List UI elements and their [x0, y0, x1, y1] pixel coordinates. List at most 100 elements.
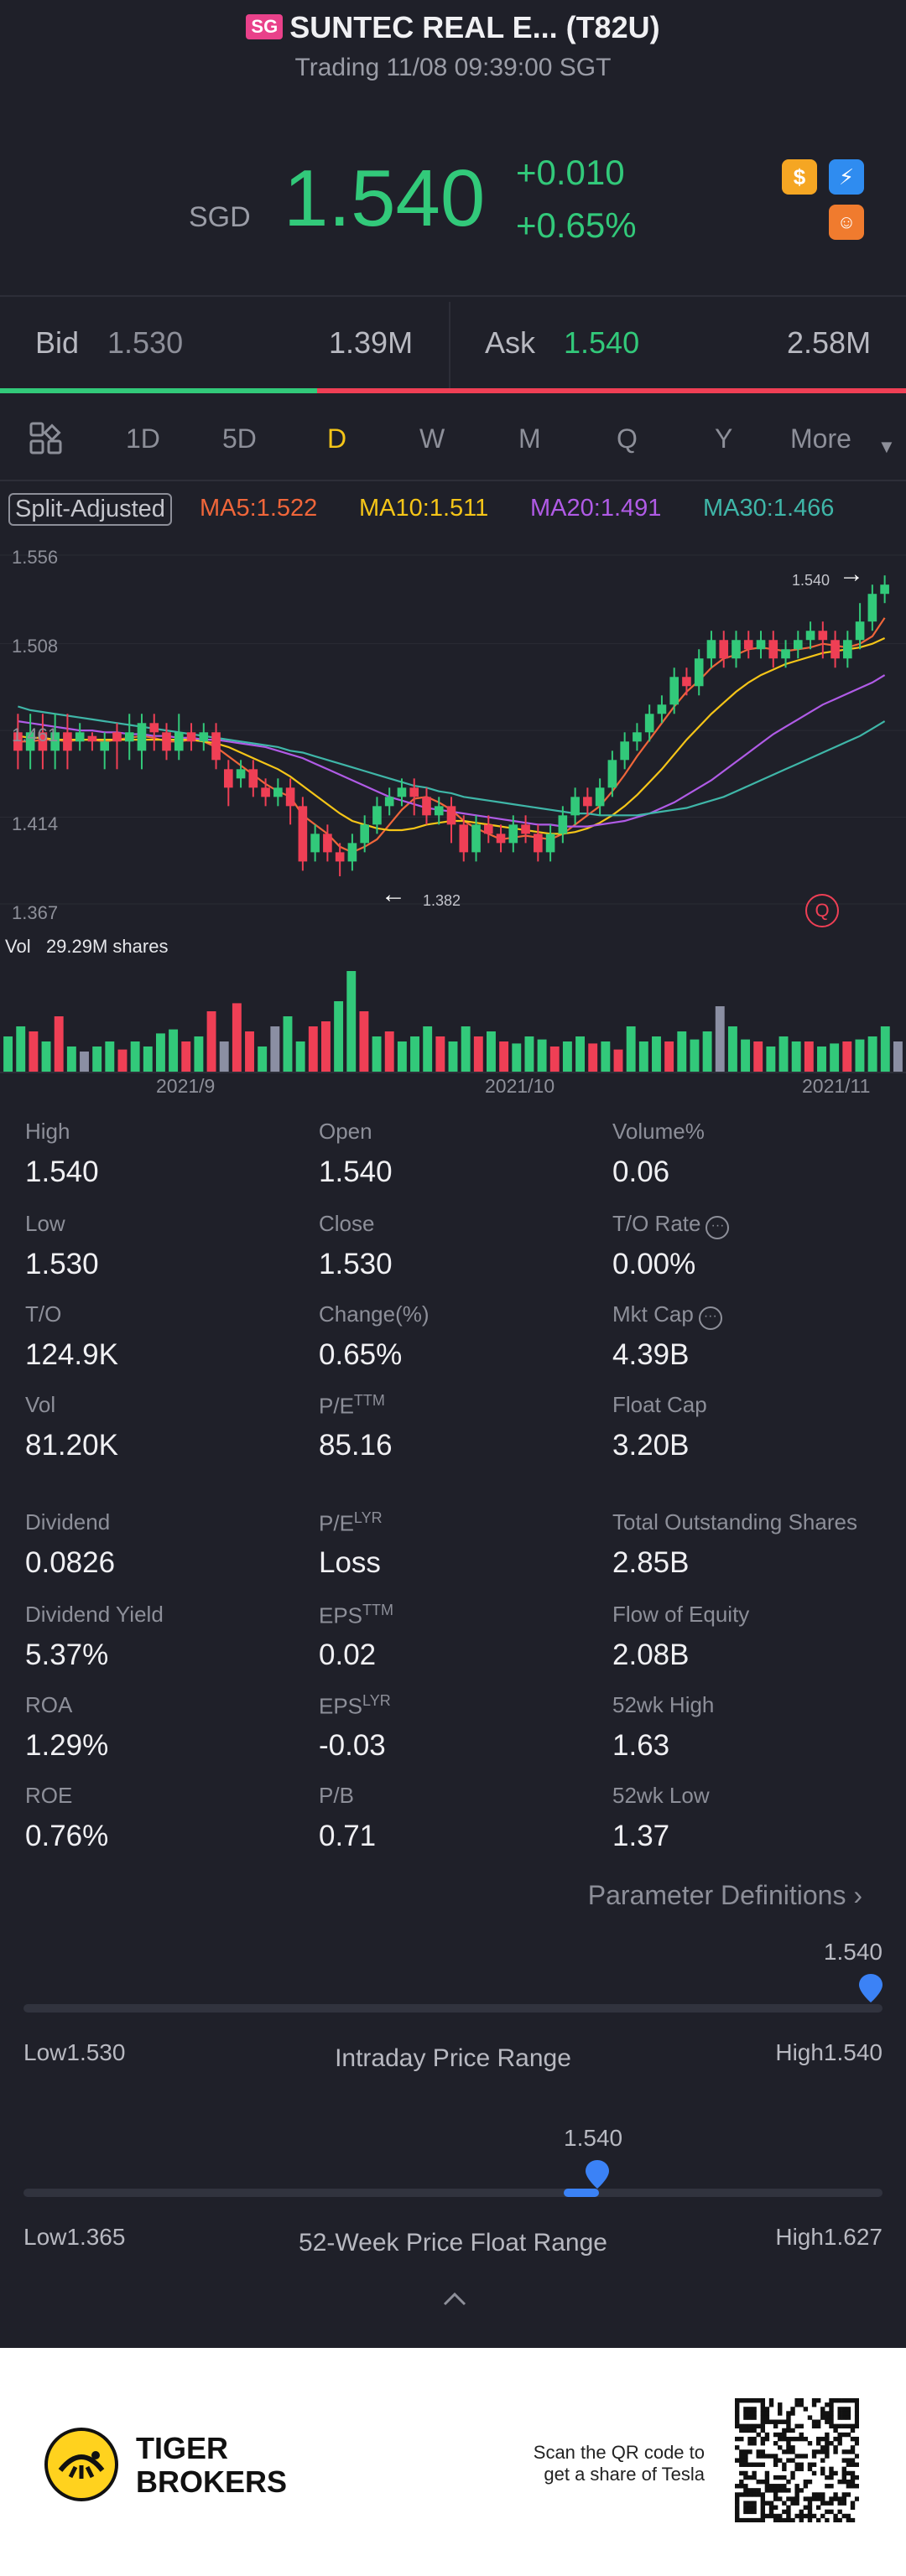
candle — [236, 760, 246, 788]
qr-module — [837, 2441, 842, 2446]
candlestick-chart[interactable] — [0, 537, 906, 922]
tab-m[interactable]: M — [518, 423, 541, 454]
qr-module — [794, 2423, 799, 2429]
stat-label-text: P/E — [319, 1510, 354, 1536]
layout-grid-icon[interactable] — [29, 421, 64, 456]
qr-module — [735, 2445, 740, 2450]
candle — [38, 714, 48, 770]
bid-price: 1.530 — [107, 325, 184, 360]
stock-title: SG SUNTEC REAL E... (T82U) — [0, 10, 906, 45]
candle-body — [100, 741, 110, 751]
qr-module — [846, 2432, 851, 2438]
qr-module — [803, 2407, 809, 2412]
qr-module — [841, 2496, 846, 2501]
volume-bar — [855, 1039, 865, 1072]
tab-1d[interactable]: 1D — [126, 423, 160, 454]
stock-name: SUNTEC REAL E... (T82U) — [289, 10, 660, 44]
qr-module — [811, 2462, 817, 2467]
stat-value-float-cap: 3.20B — [612, 1429, 690, 1462]
stat-label-p-e-lyr: P/ELYR — [319, 1509, 383, 1537]
qr-module — [829, 2441, 834, 2446]
qr-module — [739, 2462, 744, 2467]
ask-ratio-bar — [317, 388, 906, 393]
qr-module — [811, 2423, 817, 2429]
volume-bar — [626, 1026, 636, 1072]
stat-label-t-o: T/O — [25, 1301, 61, 1327]
qr-module — [825, 2441, 830, 2446]
qr-module — [782, 2501, 787, 2506]
parameter-definitions-link[interactable]: Parameter Definitions › — [588, 1880, 862, 1911]
qr-module — [850, 2458, 856, 2463]
stat-label-roa: ROA — [25, 1692, 72, 1718]
qr-module — [799, 2432, 804, 2438]
candle — [719, 631, 729, 668]
stat-value-mkt-cap: 4.39B — [612, 1338, 690, 1371]
vol-title: Vol — [5, 936, 31, 957]
qr-module — [854, 2398, 859, 2403]
volume-bar — [652, 1036, 661, 1072]
scan-line-2: get a share of Tesla — [544, 2464, 705, 2485]
qr-module — [837, 2398, 842, 2403]
volume-bar — [346, 971, 357, 1072]
qr-module — [837, 2496, 842, 2501]
candle — [100, 732, 110, 770]
q-marker-icon[interactable]: Q — [805, 894, 839, 927]
collapse-chevron-up-icon[interactable] — [443, 2291, 466, 2310]
tab-d[interactable]: D — [327, 423, 347, 454]
qr-module — [820, 2407, 825, 2412]
volume-bar — [105, 1041, 115, 1072]
qr-module — [829, 2470, 834, 2476]
volume-bar — [487, 1031, 496, 1072]
qr-module — [790, 2407, 795, 2412]
qr-module — [807, 2517, 813, 2522]
qr-module — [820, 2415, 825, 2420]
qr-module — [803, 2436, 809, 2442]
qr-module — [747, 2407, 752, 2412]
stat-value-close: 1.530 — [319, 1248, 393, 1280]
candle — [867, 584, 877, 631]
stat-label-mkt-cap: Mkt Cap ··· — [612, 1301, 722, 1330]
info-icon[interactable]: ··· — [698, 1306, 722, 1330]
qr-module — [811, 2496, 817, 2501]
split-adjusted-toggle[interactable]: Split-Adjusted — [8, 493, 172, 526]
ma5-label: MA5:1.522 — [200, 495, 318, 522]
qr-module — [815, 2419, 821, 2424]
qr-module — [854, 2419, 859, 2424]
dollar-icon[interactable]: $ — [782, 159, 817, 195]
chevron-down-icon[interactable]: ▼ — [877, 436, 896, 457]
qr-module — [825, 2454, 830, 2459]
chat-icon[interactable]: ☺ — [829, 205, 864, 240]
qr-module — [850, 2428, 856, 2433]
tab-y[interactable]: Y — [715, 423, 733, 454]
qr-module — [820, 2445, 825, 2450]
volume-chart[interactable] — [0, 964, 906, 1073]
lightning-icon[interactable]: ⚡ — [829, 159, 864, 195]
qr-module — [735, 2407, 740, 2412]
volume-bar — [308, 1026, 318, 1072]
x-axis-label: 2021/10 — [485, 1075, 555, 1097]
candle — [261, 778, 270, 807]
qr-module — [833, 2398, 838, 2403]
qr-module — [773, 2517, 778, 2522]
candle — [112, 723, 122, 770]
candle-body — [149, 723, 159, 733]
brand-name: TIGER BROKERS — [136, 2432, 287, 2499]
qr-module — [756, 2462, 761, 2467]
stat-label-text: ROA — [25, 1692, 73, 1717]
qr-module — [799, 2398, 804, 2403]
tab-5d[interactable]: 5D — [222, 423, 257, 454]
volume-bar — [613, 1049, 623, 1072]
tab-q[interactable]: Q — [617, 423, 638, 454]
qr-module — [778, 2402, 783, 2407]
volume-bar — [219, 1041, 229, 1072]
qr-module — [782, 2509, 787, 2515]
candle-body — [805, 631, 815, 641]
qr-module — [735, 2496, 740, 2501]
info-icon[interactable]: ··· — [706, 1216, 730, 1239]
tab-more[interactable]: More — [790, 423, 851, 454]
candle — [298, 797, 308, 871]
candle — [657, 695, 667, 724]
tab-w[interactable]: W — [419, 423, 445, 454]
qr-module — [786, 2505, 791, 2510]
low-marker-label: 1.382 — [423, 892, 461, 909]
